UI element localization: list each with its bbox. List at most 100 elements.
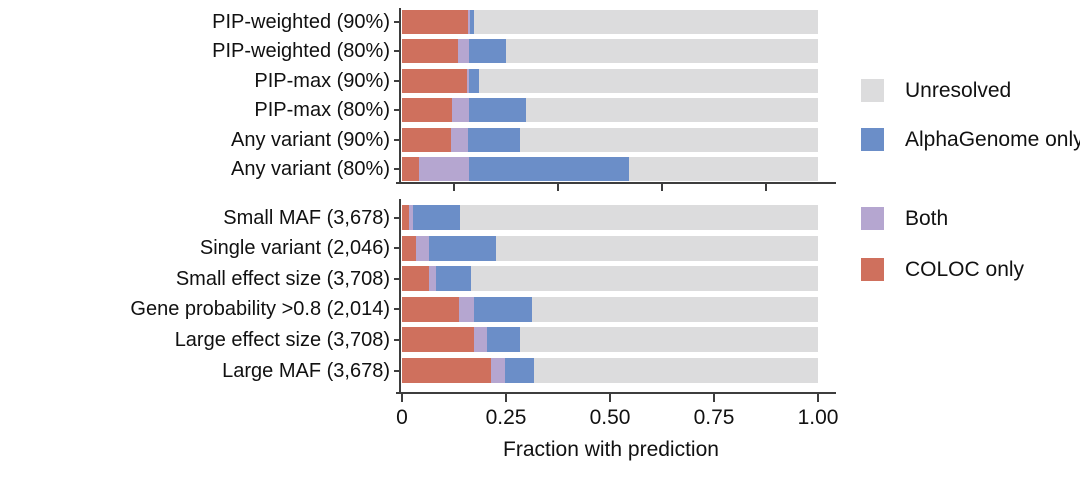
bar-large-effect-size-3-708- (402, 327, 818, 353)
segment-unresolved (531, 296, 818, 322)
bar-pip-weighted-90- (402, 10, 818, 34)
segment-unresolved (525, 98, 818, 123)
segment-both (409, 205, 413, 230)
segment-both (451, 127, 468, 152)
bar-pip-max-80- (402, 98, 818, 123)
y-axis-tick (394, 216, 401, 219)
legend-label: Unresolved (905, 79, 1012, 102)
y-axis-tick (394, 277, 401, 280)
segment-coloc (402, 296, 460, 322)
segment-both (467, 10, 470, 34)
segment-both (474, 327, 487, 353)
segment-both (418, 157, 469, 181)
segment-coloc (402, 205, 410, 230)
x-axis-tick-label: 0.50 (589, 406, 631, 429)
x-axis-tick (713, 392, 715, 402)
segment-unresolved (519, 127, 818, 152)
segment-coloc (402, 327, 475, 353)
x-axis-minor-tick (557, 182, 559, 191)
x-axis-tick (401, 392, 403, 402)
bar-pip-weighted-80- (402, 39, 818, 64)
segment-coloc (402, 98, 452, 123)
segment-coloc (402, 157, 419, 181)
y-axis-tick (394, 168, 401, 170)
legend-swatch-both (861, 207, 884, 230)
bar-any-variant-90- (402, 127, 818, 152)
legend-item-unresolved: Unresolved (861, 79, 1071, 109)
segment-both (459, 296, 474, 322)
y-axis-tick (394, 21, 401, 23)
segment-alphagenome (505, 358, 534, 383)
segment-unresolved (533, 358, 818, 383)
segment-unresolved (460, 205, 818, 230)
segment-coloc (402, 68, 467, 93)
segment-alphagenome (412, 205, 461, 230)
row-label: Large MAF (3,678) (222, 359, 390, 382)
row-label: Any variant (80%) (231, 158, 390, 180)
segment-alphagenome (468, 157, 629, 181)
row-label: Any variant (90%) (231, 128, 390, 151)
bar-gene-probability-0-8-2-014- (402, 296, 818, 322)
segment-alphagenome (429, 235, 497, 261)
segment-coloc (402, 235, 417, 261)
segment-coloc (402, 266, 430, 292)
x-axis-tick (609, 392, 611, 402)
segment-both (451, 98, 469, 123)
legend-item-coloc: COLOC only (861, 258, 1071, 288)
segment-alphagenome (468, 98, 526, 123)
legend-item-alphagenome: AlphaGenome only (861, 128, 1080, 158)
row-label: Single variant (2,046) (199, 237, 390, 260)
y-axis-tick (394, 369, 401, 372)
row-label: Gene probability >0.8 (2,014) (130, 298, 390, 321)
y-axis-tick (394, 308, 401, 311)
segment-unresolved (520, 327, 818, 353)
row-label: Small MAF (3,678) (223, 206, 390, 229)
segment-unresolved (628, 157, 818, 181)
y-axis-tick (394, 109, 401, 112)
segment-coloc (402, 10, 468, 34)
row-label: PIP-max (90%) (254, 69, 390, 92)
segment-both (416, 235, 430, 261)
row-label: Large effect size (3,708) (174, 328, 390, 351)
y-axis-tick (394, 50, 401, 53)
legend-label: Both (905, 207, 949, 230)
segment-alphagenome (468, 39, 507, 64)
row-label: PIP-max (80%) (254, 99, 390, 122)
bar-any-variant-80- (402, 157, 818, 181)
legend-item-both: Both (861, 207, 1071, 237)
segment-unresolved (473, 10, 818, 34)
x-axis-tick-label: 0 (396, 406, 408, 429)
y-axis-tick (394, 247, 401, 250)
x-axis-minor-tick (661, 182, 663, 191)
x-axis-line (396, 392, 836, 394)
x-axis-tick (817, 392, 819, 402)
bar-pip-max-90- (402, 68, 818, 93)
bar-large-maf-3-678- (402, 358, 818, 383)
segment-alphagenome (467, 127, 520, 152)
x-axis-minor-tick (453, 182, 455, 191)
segment-unresolved (471, 266, 818, 292)
segment-unresolved (506, 39, 818, 64)
segment-alphagenome (473, 296, 532, 322)
segment-both (457, 39, 469, 64)
segment-alphagenome (435, 266, 472, 292)
y-axis-tick (394, 338, 401, 341)
segment-alphagenome (468, 68, 479, 93)
x-axis-line (396, 182, 836, 184)
bar-single-variant-2-046- (402, 235, 818, 261)
segment-coloc (402, 358, 492, 383)
legend-label: COLOC only (905, 258, 1025, 281)
bar-small-effect-size-3-708- (402, 266, 818, 292)
row-label: PIP-weighted (80%) (212, 40, 390, 63)
y-axis-tick (394, 138, 401, 141)
x-axis-tick (505, 392, 507, 402)
segment-unresolved (478, 68, 818, 93)
legend-swatch-unresolved (861, 79, 884, 102)
x-axis-minor-tick (765, 182, 767, 191)
x-axis-tick-label: 1.00 (797, 406, 839, 429)
segment-alphagenome (469, 10, 474, 34)
segment-alphagenome (486, 327, 521, 353)
segment-unresolved (496, 235, 818, 261)
segment-both (466, 68, 469, 93)
